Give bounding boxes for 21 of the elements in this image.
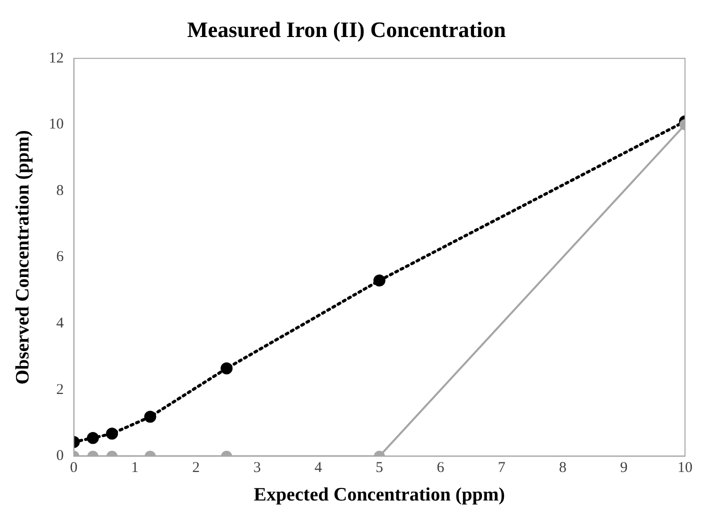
y-axis-title: Observed Concentration (ppm) — [12, 130, 34, 384]
x-tick-label: 4 — [314, 460, 323, 476]
y-tick-label: 10 — [48, 116, 64, 133]
x-tick-label: 8 — [559, 460, 567, 476]
x-tick-label: 5 — [376, 460, 384, 476]
y-tick-label: 4 — [56, 316, 64, 332]
y-tick-label: 2 — [56, 382, 64, 398]
x-tick-label: 2 — [192, 460, 200, 476]
y-tick-label: 12 — [48, 50, 64, 66]
x-tick-label: 0 — [70, 460, 78, 476]
x-axis-title: Expected Concentration (ppm) — [254, 484, 505, 506]
x-tick-label: 1 — [131, 460, 139, 476]
y-tick-label: 6 — [56, 249, 64, 266]
chart-title: Measured Iron (II) Concentration — [187, 16, 506, 42]
x-tick-label: 6 — [436, 460, 445, 476]
x-tick-label: 7 — [498, 460, 506, 476]
x-tick-label: 10 — [678, 460, 692, 476]
y-tick-label: 8 — [56, 182, 64, 199]
y-tick-label: 0 — [56, 448, 64, 464]
x-tick-label: 9 — [620, 460, 628, 476]
x-tick-label: 3 — [253, 460, 261, 476]
